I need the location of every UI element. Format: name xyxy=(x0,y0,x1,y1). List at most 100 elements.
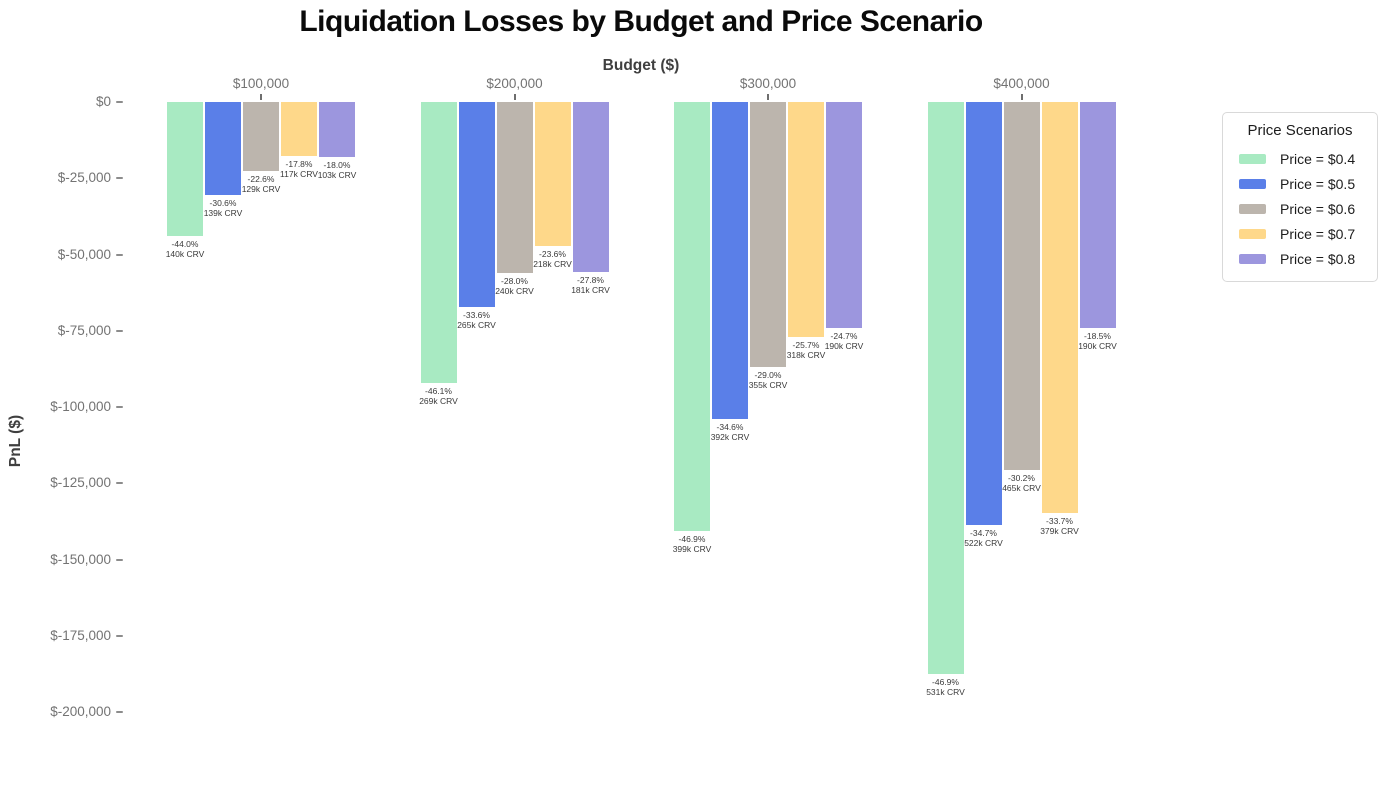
legend-entry[interactable]: Price = $0.4 xyxy=(1223,146,1377,171)
bar[interactable] xyxy=(1041,102,1078,514)
bar[interactable] xyxy=(1079,102,1116,328)
bar[interactable] xyxy=(674,102,710,532)
bar-crv-label: 190k CRV xyxy=(1078,340,1117,351)
y-tick-label: $-75,000 xyxy=(57,322,111,338)
bar[interactable] xyxy=(927,102,964,675)
x-group-label: $200,000 xyxy=(486,76,543,91)
bar-value-label: -29.0% 355k CRV xyxy=(749,370,788,390)
bar-pct-label: -18.0% xyxy=(323,159,351,170)
bar-pct-label: -46.1% xyxy=(425,386,452,397)
bar[interactable] xyxy=(281,102,317,157)
x-group-label: $100,000 xyxy=(232,76,290,91)
bar-crv-label: 522k CRV xyxy=(964,538,1003,549)
bar-pct-label: -25.7% xyxy=(792,340,820,351)
bar[interactable] xyxy=(826,102,862,328)
bar-crv-label: 269k CRV xyxy=(419,396,458,407)
x-group-label: $400,000 xyxy=(993,76,1050,91)
bar-pct-label: -30.6% xyxy=(209,198,237,209)
bar-value-label: -46.9% 531k CRV xyxy=(926,677,965,697)
legend-swatch xyxy=(1239,178,1266,189)
legend-entries: Price = $0.4 Price = $0.5 Price = $0.6 Pric… xyxy=(1223,146,1377,271)
legend-entry[interactable]: Price = $0.5 xyxy=(1223,171,1377,196)
bar-value-label: -33.7% 379k CRV xyxy=(1040,516,1079,536)
bar[interactable] xyxy=(319,102,355,157)
x-tick-mark xyxy=(767,94,769,100)
y-tick-mark xyxy=(116,558,123,561)
legend-entry-label: Price = $0.7 xyxy=(1280,225,1356,242)
legend-entry[interactable]: Price = $0.6 xyxy=(1223,196,1377,221)
bar-crv-label: 181k CRV xyxy=(571,284,610,295)
bar-crv-label: 531k CRV xyxy=(926,687,965,698)
y-tick-mark xyxy=(116,101,123,103)
bar-crv-label: 465k CRV xyxy=(1002,483,1041,494)
legend-entry-label: Price = $0.5 xyxy=(1280,175,1356,192)
bar-value-label: -46.9% 399k CRV xyxy=(673,534,712,554)
legend-entry-label: Price = $0.8 xyxy=(1280,250,1356,267)
chart-title: Liquidation Losses by Budget and Price S… xyxy=(299,5,983,38)
legend: Price Scenarios Price = $0.4 Price = $0.5… xyxy=(1222,112,1378,282)
bar-crv-label: 139k CRV xyxy=(203,208,243,219)
bar-crv-label: 355k CRV xyxy=(748,380,788,391)
legend-entry[interactable]: Price = $0.7 xyxy=(1223,221,1377,246)
bar-value-label: -22.6% 129k CRV xyxy=(242,174,281,194)
y-tick-label: $-200,000 xyxy=(50,704,111,719)
bar-pct-label: -44.0% xyxy=(171,239,199,250)
bar-value-label: -18.5% 190k CRV xyxy=(1078,331,1117,351)
bar-value-label: -44.0% 140k CRV xyxy=(166,239,205,259)
legend-swatch xyxy=(1239,228,1266,239)
bar[interactable] xyxy=(496,102,533,273)
bar-pct-label: -18.5% xyxy=(1084,330,1111,341)
bar-pct-label: -29.0% xyxy=(754,370,782,381)
bar-pct-label: -33.6% xyxy=(463,309,490,320)
y-tick-label: $-100,000 xyxy=(50,399,111,414)
legend-title: Price Scenarios xyxy=(1247,122,1353,139)
bar-value-label: -34.6% 392k CRV xyxy=(711,422,750,442)
legend-entry[interactable]: Price = $0.8 xyxy=(1223,246,1377,271)
bar[interactable] xyxy=(572,102,609,272)
bar[interactable] xyxy=(167,102,203,237)
x-tick-mark xyxy=(260,94,262,100)
bar[interactable] xyxy=(420,102,457,384)
y-tick-mark xyxy=(116,329,123,332)
bar[interactable] xyxy=(965,102,1002,526)
bar[interactable] xyxy=(243,102,279,171)
bar[interactable] xyxy=(712,102,748,419)
bar[interactable] xyxy=(205,102,241,196)
x-tick-mark xyxy=(1020,94,1023,100)
y-tick-label: $-150,000 xyxy=(50,551,111,567)
bar[interactable] xyxy=(788,102,824,338)
bar-pct-label: -27.8% xyxy=(577,274,604,285)
bar-pct-label: -34.6% xyxy=(716,421,744,432)
bar-pct-label: -17.8% xyxy=(285,159,313,170)
bar-value-label: -25.7% 318k CRV xyxy=(787,340,826,360)
y-tick-label: $-50,000 xyxy=(57,246,111,262)
y-tick-mark xyxy=(116,711,123,713)
bar-value-label: -46.1% 269k CRV xyxy=(419,386,458,406)
bar-pct-label: -30.2% xyxy=(1008,473,1035,484)
legend-entry-label: Price = $0.4 xyxy=(1280,150,1356,167)
y-tick-label: $0 xyxy=(95,94,111,109)
bar[interactable] xyxy=(750,102,786,368)
y-tick-mark xyxy=(116,177,123,180)
bar[interactable] xyxy=(458,102,495,307)
bar-pct-label: -23.6% xyxy=(539,248,566,259)
bar-pct-label: -24.7% xyxy=(830,331,858,341)
legend-swatch xyxy=(1239,203,1266,214)
bar-value-label: -17.8% 117k CRV xyxy=(280,159,318,179)
x-group-label: $300,000 xyxy=(739,76,797,91)
bar[interactable] xyxy=(1003,102,1040,471)
bar[interactable] xyxy=(534,102,571,246)
bar-crv-label: 140k CRV xyxy=(165,249,205,260)
bar-crv-label: 379k CRV xyxy=(1040,526,1079,537)
y-tick-label: $-25,000 xyxy=(57,170,111,186)
bar-value-label: -18.0% 103k CRV xyxy=(318,160,357,180)
bar-crv-label: 265k CRV xyxy=(457,319,496,330)
bar-crv-label: 218k CRV xyxy=(533,258,572,269)
bar-value-label: -30.6% 139k CRV xyxy=(204,198,243,218)
bar-crv-label: 240k CRV xyxy=(495,285,534,296)
bar-crv-label: 392k CRV xyxy=(710,431,750,442)
bar-pct-label: -46.9% xyxy=(678,534,706,545)
bar-crv-label: 103k CRV xyxy=(317,169,357,180)
y-tick-mark xyxy=(116,406,123,408)
